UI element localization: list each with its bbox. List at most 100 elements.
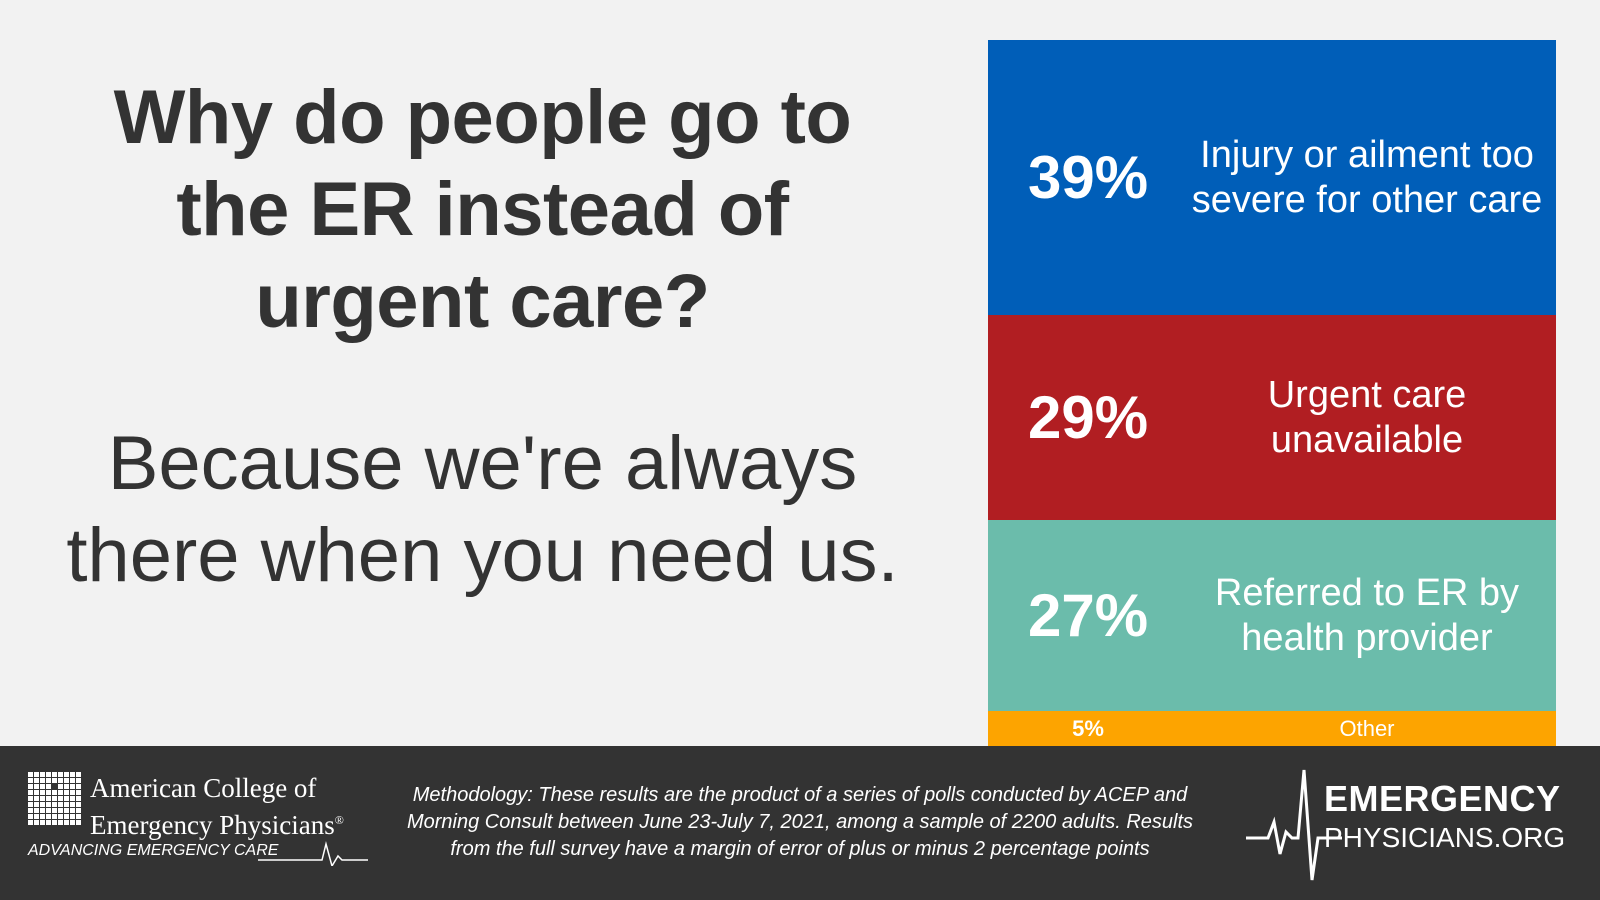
grid-cell [64, 778, 69, 783]
category-label: Referred to ER by health provider [1214, 571, 1520, 659]
grid-cell [28, 784, 33, 789]
grid-cell [40, 784, 45, 789]
grid-cell [58, 796, 63, 801]
grid-cell [34, 778, 39, 783]
grid-cell [52, 778, 57, 783]
grid-cell [64, 814, 69, 819]
grid-cell [76, 784, 81, 789]
grid-cell [34, 808, 39, 813]
grid-cell [28, 814, 33, 819]
grid-cell [46, 808, 51, 813]
grid-cell [64, 790, 69, 795]
grid-cell [52, 784, 57, 789]
grid-cell [34, 796, 39, 801]
grid-cell [52, 802, 57, 807]
heartbeat-line-icon [258, 841, 368, 866]
grid-cell [58, 790, 63, 795]
grid-cell [70, 784, 75, 789]
grid-cell [58, 814, 63, 819]
data-label: 27% [1027, 582, 1149, 649]
data-label: 29% [1027, 384, 1149, 451]
grid-cell [28, 778, 33, 783]
grid-cell [58, 778, 63, 783]
ep-logo-line1: EMERGENCY [1324, 778, 1561, 819]
grid-cell [76, 808, 81, 813]
grid-cell [76, 802, 81, 807]
grid-cell [52, 772, 57, 777]
grid-cell [70, 772, 75, 777]
grid-cell [46, 820, 51, 825]
grid-cell [40, 814, 45, 819]
grid-cell [64, 784, 69, 789]
grid-cell [58, 820, 63, 825]
grid-cell [64, 802, 69, 807]
grid-cell [58, 808, 63, 813]
grid-cell [76, 796, 81, 801]
grid-cell [34, 772, 39, 777]
acep-name-line2: Emergency Physicians [90, 810, 335, 840]
bar-segment: 39% Injury or ailment too severe for othe… [988, 40, 1556, 315]
grid-cell [46, 790, 51, 795]
grid-cell [76, 772, 81, 777]
grid-cell [70, 814, 75, 819]
grid-cell [40, 778, 45, 783]
grid-cell [70, 802, 75, 807]
bar-segment: 27% Referred to ER by health provider [988, 520, 1556, 711]
grid-cell [46, 772, 51, 777]
acep-grid-icon [28, 772, 81, 825]
category-label: Urgent care unavailable [1267, 373, 1467, 461]
grid-cell [40, 808, 45, 813]
grid-cell [46, 802, 51, 807]
grid-cell [64, 772, 69, 777]
grid-cell [34, 814, 39, 819]
ep-logo-line2: PHYSICIANS.ORG [1324, 822, 1566, 853]
headline: Why do people go to the ER instead of ur… [113, 75, 852, 344]
grid-cell [70, 808, 75, 813]
grid-cell [58, 772, 63, 777]
grid-cell [76, 778, 81, 783]
grid-cell [52, 808, 57, 813]
grid-cell [52, 790, 57, 795]
subhead: Because we're always there when you need… [66, 421, 899, 598]
grid-cell [34, 790, 39, 795]
grid-cell [70, 820, 75, 825]
grid-cell [28, 802, 33, 807]
grid-cell [52, 820, 57, 825]
grid-cell [34, 820, 39, 825]
grid-cell [76, 820, 81, 825]
emergency-physicians-logo[interactable]: EMERGENCY PHYSICIANS.ORG [1246, 762, 1576, 886]
grid-cell [46, 778, 51, 783]
grid-cell [28, 790, 33, 795]
category-label: Injury or ailment too severe for other c… [1191, 133, 1543, 221]
grid-cell [76, 814, 81, 819]
grid-cell [70, 778, 75, 783]
acep-name-line1: American College of [90, 773, 317, 803]
acep-logo: American College of Emergency Physicians… [28, 772, 368, 872]
stacked-bar-chart: 39% Injury or ailment too severe for othe… [988, 40, 1556, 746]
grid-cell [64, 796, 69, 801]
grid-cell [46, 814, 51, 819]
grid-cell [40, 772, 45, 777]
grid-cell [40, 802, 45, 807]
acep-name: American College of Emergency Physicians… [90, 772, 344, 841]
grid-cell [40, 790, 45, 795]
bar-segment: 29% Urgent care unavailable [988, 315, 1556, 520]
grid-cell [58, 802, 63, 807]
grid-cell [46, 796, 51, 801]
data-label: 5% [1072, 715, 1104, 741]
pulse-line-icon [1246, 769, 1342, 881]
grid-cell [28, 796, 33, 801]
bar-segment: 5% Other [988, 711, 1556, 746]
category-label: Other [1339, 715, 1395, 741]
grid-cell [28, 808, 33, 813]
registered-mark: ® [334, 813, 344, 827]
grid-cell [34, 802, 39, 807]
grid-cell [64, 808, 69, 813]
data-label: 39% [1027, 144, 1149, 211]
grid-cell [70, 796, 75, 801]
grid-cell [52, 814, 57, 819]
methodology-text: Methodology: These results are the produ… [406, 784, 1194, 860]
grid-cell [76, 790, 81, 795]
grid-cell [40, 796, 45, 801]
footer: American College of Emergency Physicians… [0, 746, 1600, 900]
